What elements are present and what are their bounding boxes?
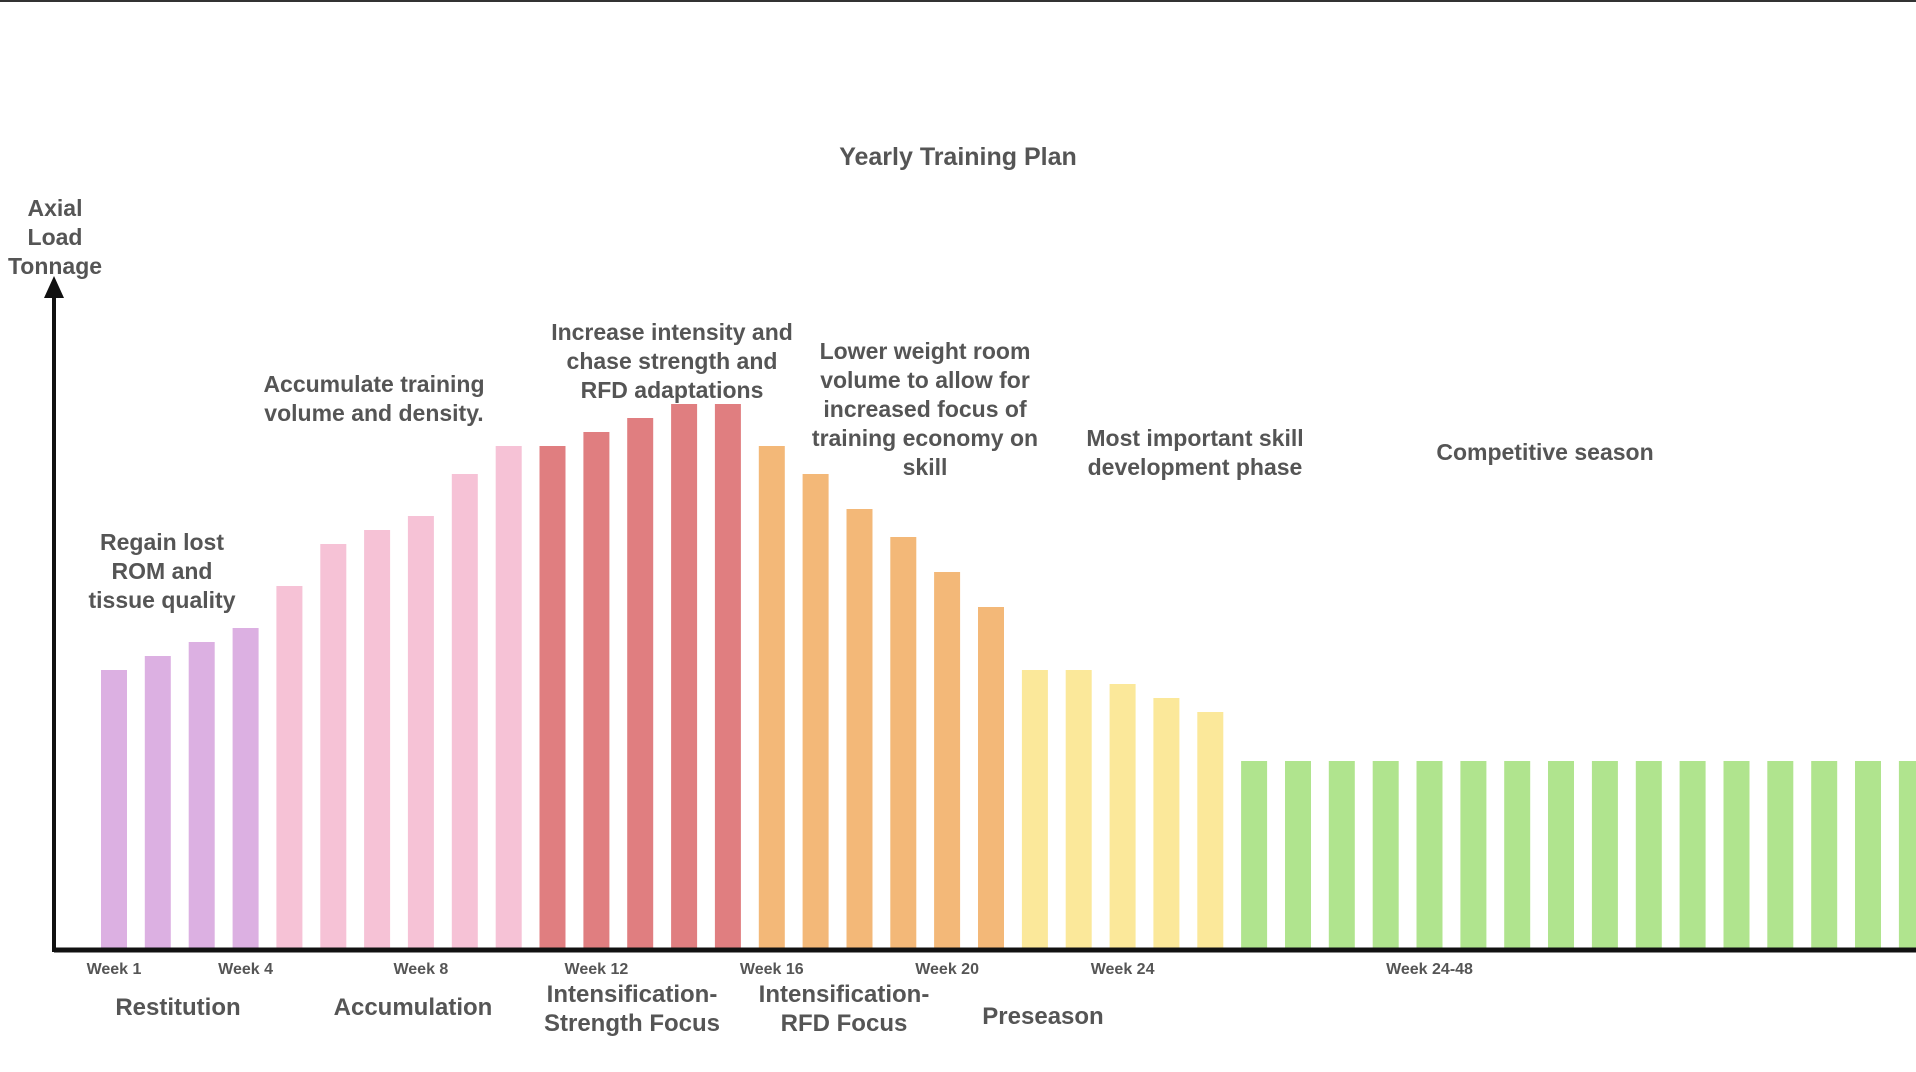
- bar-8: [407, 516, 434, 950]
- x-tick-label: Week 4: [218, 961, 273, 978]
- bar-35: [1591, 761, 1618, 950]
- annotation-intensification-rfd: Lower weight room volume to allow for in…: [811, 338, 1039, 480]
- y-axis-arrowhead: [44, 276, 64, 298]
- bar-19: [890, 537, 917, 950]
- phase-label-intensification-strength: Intensification- Strength Focus: [543, 981, 720, 1037]
- x-tick-label: Week 12: [565, 961, 629, 978]
- annotation-accumulation: Accumulate training volume and density.: [263, 371, 485, 426]
- top-border-line: [0, 0, 1916, 2]
- bar-42: [1898, 761, 1916, 950]
- bar-34: [1548, 761, 1574, 950]
- bar-15: [714, 404, 741, 950]
- bar-26: [1197, 712, 1224, 950]
- phase-label-preseason: Preseason: [982, 1003, 1104, 1030]
- bar-12: [583, 432, 610, 950]
- bar-36: [1635, 761, 1662, 950]
- bar-20: [934, 572, 961, 950]
- x-tick-label: Week 24: [1091, 961, 1155, 978]
- annotation-competitive-season: Competitive season: [1436, 439, 1654, 465]
- bar-29: [1328, 761, 1355, 950]
- phase-label-restitution: Restitution: [115, 994, 241, 1021]
- bar-10: [495, 446, 522, 950]
- bar-24: [1109, 684, 1136, 950]
- bar-41: [1855, 761, 1881, 950]
- bar-3: [188, 642, 215, 950]
- bar-5: [276, 586, 303, 950]
- bar-23: [1065, 670, 1092, 950]
- bar-30: [1372, 761, 1399, 950]
- x-tick-label: Week 16: [740, 961, 804, 978]
- bar-1: [101, 670, 127, 950]
- chart-title: Yearly Training Plan: [839, 143, 1077, 171]
- bar-37: [1679, 761, 1706, 950]
- bar-9: [451, 474, 478, 950]
- bar-6: [320, 544, 347, 950]
- bar-28: [1285, 761, 1311, 950]
- bar-22: [1021, 670, 1048, 950]
- annotation-restitution: Regain lost ROM and tissue quality: [88, 529, 236, 613]
- bar-31: [1416, 761, 1443, 950]
- annotation-intensification-strength: Increase intensity and chase strength an…: [551, 319, 793, 403]
- y-axis-label: Axial Load Tonnage: [7, 195, 103, 279]
- bar-4: [232, 628, 259, 950]
- bar-25: [1153, 698, 1180, 950]
- x-tick-label: Week 24-48: [1386, 961, 1473, 978]
- phase-label-intensification-rfd: Intensification- RFD Focus: [758, 981, 930, 1037]
- bar-13: [627, 418, 654, 950]
- bar-32: [1460, 761, 1487, 950]
- bar-18: [846, 509, 873, 950]
- bar-27: [1241, 761, 1268, 950]
- phase-label-accumulation: Accumulation: [333, 994, 493, 1021]
- bar-33: [1504, 761, 1531, 950]
- bar-16: [758, 446, 785, 950]
- bar-11: [539, 446, 566, 950]
- bar-2: [144, 656, 171, 950]
- bar-14: [671, 404, 698, 950]
- bar-21: [978, 607, 1004, 950]
- bar-17: [802, 474, 829, 950]
- bar-39: [1767, 761, 1794, 950]
- x-tick-label: Week 8: [393, 961, 448, 978]
- annotation-preseason: Most important skill development phase: [1086, 425, 1304, 480]
- bar-7: [364, 530, 391, 950]
- bar-38: [1723, 761, 1750, 950]
- x-tick-label: Week 20: [915, 961, 979, 978]
- x-tick-label: Week 1: [87, 961, 142, 978]
- bar-40: [1811, 761, 1838, 950]
